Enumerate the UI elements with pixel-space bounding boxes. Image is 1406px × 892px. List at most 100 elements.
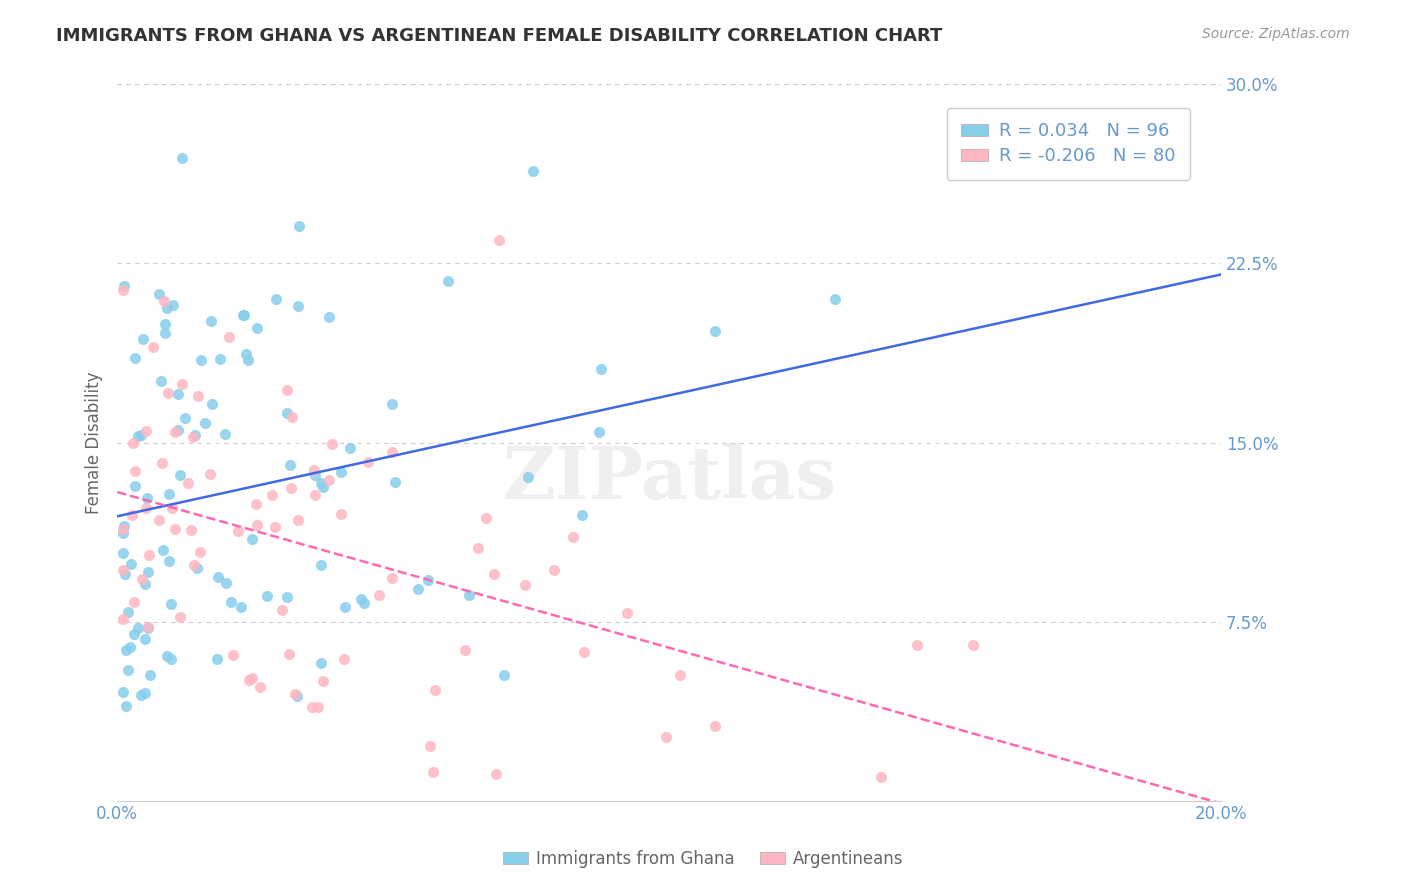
Point [172,376,194,391]
Point [111,522,134,536]
Point [152,542,174,557]
Point [271,603,294,617]
Point [264,520,287,534]
Point [124,479,146,493]
Point [249,680,271,694]
Point [218,330,240,344]
Point [135,424,157,438]
Point [285,690,308,704]
Point [907,639,929,653]
Point [962,639,984,653]
Point [353,596,375,610]
Point [467,541,489,555]
Point [174,411,197,425]
Point [589,362,612,376]
Point [150,456,173,470]
Point [160,501,183,516]
Point [122,595,145,609]
Point [186,561,208,575]
Legend: Immigrants from Ghana, Argentineans: Immigrants from Ghana, Argentineans [496,844,910,875]
Point [124,351,146,365]
Point [384,475,406,489]
Point [494,668,516,682]
Point [111,525,134,540]
Text: IMMIGRANTS FROM GHANA VS ARGENTINEAN FEMALE DISABILITY CORRELATION CHART: IMMIGRANTS FROM GHANA VS ARGENTINEAN FEM… [56,27,942,45]
Point [669,668,692,682]
Point [233,308,256,322]
Point [205,652,228,666]
Point [485,767,508,781]
Point [416,573,439,587]
Y-axis label: Female Disability: Female Disability [86,371,103,514]
Point [824,293,846,307]
Point [132,332,155,346]
Point [333,652,356,666]
Point [482,566,505,581]
Point [453,643,475,657]
Point [312,480,335,494]
Point [318,473,340,487]
Point [488,233,510,247]
Point [277,647,299,661]
Point [138,548,160,562]
Point [869,770,891,784]
Point [284,687,307,701]
Point [318,310,340,325]
Point [157,386,180,401]
Point [219,595,242,609]
Point [124,464,146,478]
Point [139,668,162,682]
Point [304,463,326,477]
Point [704,324,727,338]
Point [281,409,304,424]
Point [474,511,496,525]
Point [134,685,156,699]
Point [380,396,402,410]
Point [156,649,179,664]
Point [357,455,380,469]
Point [368,588,391,602]
Point [240,532,263,546]
Point [162,298,184,312]
Point [136,491,159,505]
Point [129,428,152,442]
Point [276,590,298,604]
Point [437,274,460,288]
Point [148,287,170,301]
Point [381,571,404,585]
Point [329,507,352,521]
Point [115,698,138,713]
Point [121,508,143,522]
Point [118,640,141,654]
Point [240,671,263,685]
Point [127,429,149,443]
Point [163,522,186,536]
Point [163,425,186,439]
Point [321,437,343,451]
Point [134,632,156,646]
Point [167,423,190,437]
Point [184,427,207,442]
Point [246,320,269,334]
Point [276,406,298,420]
Point [135,501,157,516]
Point [235,346,257,360]
Point [112,278,135,293]
Text: Source: ZipAtlas.com: Source: ZipAtlas.com [1202,27,1350,41]
Point [516,469,538,483]
Point [422,765,444,780]
Point [131,572,153,586]
Point [115,643,138,657]
Point [571,508,593,522]
Point [616,607,638,621]
Point [111,563,134,577]
Point [200,314,222,328]
Point [149,374,172,388]
Point [160,597,183,611]
Point [117,605,139,619]
Point [120,557,142,571]
Point [307,700,329,714]
Point [229,600,252,615]
Point [232,308,254,322]
Point [238,673,260,688]
